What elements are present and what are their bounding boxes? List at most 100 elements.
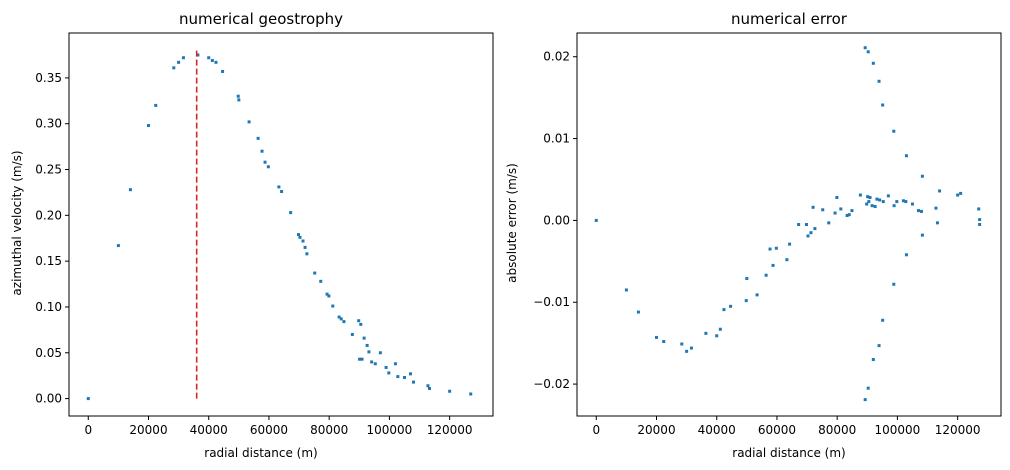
- left-plot-data-point: [378, 351, 382, 355]
- left-plot-y-tick-label: 0.30: [35, 117, 62, 131]
- left-plot-data-point: [387, 371, 391, 375]
- right-plot-data-point: [797, 223, 801, 226]
- right-plot-data-point: [850, 209, 854, 213]
- right-plot-data-point: [729, 304, 733, 308]
- right-plot-data-point: [877, 344, 881, 348]
- right-plot-data-point: [704, 331, 708, 335]
- right-plot-data-point: [655, 335, 658, 339]
- left-plot-x-tick-label: 120000: [427, 423, 473, 437]
- left-plot-data-point: [313, 271, 317, 275]
- right-plot-markers: [594, 46, 982, 402]
- right-plot-data-point: [934, 206, 938, 210]
- left-plot-data-point: [426, 384, 430, 388]
- right-plot-data-point: [680, 342, 684, 346]
- right-plot-data-point: [916, 209, 920, 213]
- left-plot-data-point: [362, 336, 366, 340]
- right-plot-data-point: [662, 340, 666, 344]
- right-plot-data-point: [866, 386, 870, 390]
- left-plot-data-point: [427, 387, 431, 391]
- right-plot-data-point: [866, 195, 870, 199]
- right-plot-data-point: [904, 200, 908, 204]
- right-plot-data-point: [771, 263, 775, 267]
- right-plot-data-point: [755, 293, 759, 297]
- right-plot-data-point: [871, 61, 875, 65]
- right-plot: numerical error radial distance (m) abso…: [505, 10, 1002, 460]
- left-plot-frame: [68, 32, 494, 417]
- left-plot-data-point: [303, 245, 307, 249]
- right-plot-data-point: [744, 299, 748, 303]
- right-plot-data-point: [827, 221, 831, 225]
- left-plot-y-tick-label: 0.00: [35, 392, 62, 406]
- left-plot-y-tick-label: 0.25: [35, 163, 62, 177]
- left-plot-data-point: [358, 357, 362, 361]
- right-plot-x-tick-label: 100000: [875, 423, 921, 437]
- left-plot-data-point: [357, 319, 361, 323]
- left-plot-data-point: [116, 244, 120, 248]
- right-plot-data-point: [892, 129, 896, 133]
- left-plot-data-point: [331, 304, 335, 308]
- left-plot-data-point: [325, 292, 329, 296]
- right-plot-data-point: [871, 358, 875, 362]
- left-plot-data-point: [263, 160, 267, 164]
- right-plot-data-point: [835, 195, 839, 199]
- left-plot-data-point: [373, 362, 377, 366]
- left-plot-x-tick-label: 100000: [367, 423, 413, 437]
- right-plot-data-point: [624, 288, 628, 292]
- left-plot-data-point: [305, 252, 309, 256]
- left-plot-data-point: [370, 360, 374, 364]
- right-plot-data-point: [847, 213, 851, 217]
- left-plot-data-point: [196, 53, 200, 57]
- right-plot-data-point: [845, 214, 849, 217]
- right-plot-data-point: [920, 174, 924, 178]
- left-plot-x-axis-label: radial distance (m): [204, 446, 317, 460]
- right-plot-y-tick-label: 0.01: [543, 132, 570, 146]
- right-plot-data-point: [920, 233, 924, 237]
- right-plot-y-tick-label: 0.02: [543, 50, 570, 64]
- right-plot-data-point: [935, 221, 939, 225]
- right-plot-x-tick-label: 120000: [935, 423, 981, 437]
- left-plot-data-point: [342, 320, 346, 324]
- left-plot-data-point: [221, 69, 225, 73]
- right-plot-data-point: [764, 273, 768, 277]
- right-plot-x-tick-label: 60000: [758, 423, 796, 437]
- left-plot-data-point: [280, 190, 284, 194]
- left-plot-data-point: [448, 389, 452, 393]
- right-plot-data-point: [910, 202, 914, 206]
- left-plot-data-point: [256, 136, 260, 140]
- left-plot-x-tick-label: 80000: [310, 423, 348, 437]
- right-plot-data-point: [904, 154, 908, 158]
- right-plot-data-point: [892, 204, 896, 208]
- right-plot-data-point: [875, 197, 879, 201]
- left-plot-data-point: [412, 380, 415, 384]
- left-plot-data-point: [384, 365, 388, 369]
- right-plot-y-axis-label: absolute error (m/s): [505, 163, 519, 283]
- left-plot-data-point: [296, 233, 300, 237]
- right-plot-data-point: [718, 327, 722, 331]
- left-plot-data-point: [86, 397, 90, 401]
- right-plot-data-point: [636, 310, 640, 314]
- right-plot-x-tick-label: 0: [592, 423, 600, 437]
- left-plot-data-point: [277, 185, 281, 189]
- left-plot-data-point: [128, 188, 132, 192]
- right-plot-data-point: [804, 223, 808, 226]
- left-plot-y-tick-label: 0.05: [35, 346, 62, 360]
- right-plot-data-point: [873, 205, 877, 208]
- right-plot-data-point: [863, 398, 867, 402]
- right-plot-data-point: [745, 277, 749, 281]
- left-plot-data-point: [289, 211, 293, 215]
- left-plot-data-point: [207, 56, 211, 60]
- left-plot-data-point: [147, 124, 150, 128]
- left-plot-data-point: [181, 56, 185, 60]
- right-plot-data-point: [920, 209, 923, 213]
- right-plot-data-point: [886, 194, 890, 198]
- right-plot-data-point: [722, 308, 726, 312]
- left-plot-data-point: [469, 392, 473, 396]
- left-plot-x-tick-label: 40000: [190, 423, 228, 437]
- right-plot-data-point: [715, 334, 719, 338]
- left-plot-data-point: [359, 322, 363, 326]
- right-plot-x-tick-label: 80000: [818, 423, 856, 437]
- left-plot-x-tick-label: 20000: [129, 423, 167, 437]
- left-plot-data-point: [301, 239, 305, 243]
- right-plot-data-point: [858, 193, 862, 197]
